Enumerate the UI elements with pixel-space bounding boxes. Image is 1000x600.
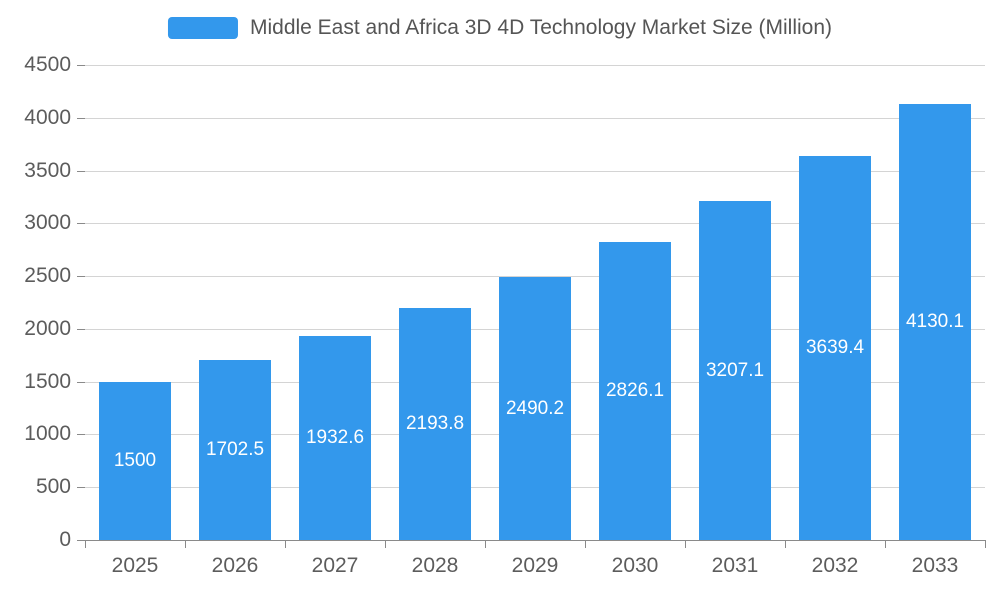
x-axis-tick xyxy=(185,540,186,548)
x-axis-tick-label: 2030 xyxy=(611,554,659,577)
x-axis-tick xyxy=(285,540,286,548)
x-axis-tick-label: 2032 xyxy=(811,554,859,577)
y-axis-tick xyxy=(77,328,85,330)
x-axis-tick-label: 2025 xyxy=(111,554,159,577)
x-axis-tick-label: 2031 xyxy=(711,554,759,577)
bar-2029[interactable] xyxy=(499,277,571,540)
bar-2033[interactable] xyxy=(899,104,971,540)
x-axis-tick-label: 2033 xyxy=(911,554,959,577)
x-axis-tick-label: 2027 xyxy=(311,554,359,577)
x-axis-tick xyxy=(85,540,86,548)
y-gridline xyxy=(85,223,985,225)
y-axis-tick xyxy=(77,170,85,172)
chart-legend[interactable]: Middle East and Africa 3D 4D Technology … xyxy=(167,16,833,40)
bar-2030[interactable] xyxy=(599,241,671,540)
y-axis-tick xyxy=(77,540,85,541)
y-gridline xyxy=(85,65,985,66)
y-axis-tick-label: 0 xyxy=(59,528,71,551)
x-axis-tick xyxy=(985,540,986,548)
x-axis-tick-label: 2029 xyxy=(511,554,559,577)
y-axis-tick xyxy=(77,117,85,119)
x-axis-tick xyxy=(385,540,386,548)
x-axis-tick xyxy=(485,540,486,548)
y-axis-tick-label: 2000 xyxy=(24,316,71,340)
x-axis-tick-label: 2028 xyxy=(411,554,459,577)
y-axis-tick-label: 3500 xyxy=(24,158,71,182)
bar-2031[interactable] xyxy=(699,201,771,540)
bar-2025[interactable] xyxy=(99,381,171,540)
x-axis-tick xyxy=(685,540,686,548)
y-axis-tick-label: 2500 xyxy=(24,264,71,288)
y-axis-tick-label: 1000 xyxy=(24,422,71,446)
y-axis-tick-label: 500 xyxy=(35,475,71,499)
y-gridline xyxy=(85,117,985,119)
y-axis-tick xyxy=(77,487,85,489)
y-axis-tick-label: 4000 xyxy=(24,105,71,129)
bar-2028[interactable] xyxy=(399,308,471,540)
y-axis-tick xyxy=(77,381,85,383)
y-axis-tick xyxy=(77,276,85,278)
x-axis-line xyxy=(85,540,985,541)
y-axis-tick-label: 4500 xyxy=(24,53,71,76)
y-axis-tick xyxy=(77,65,85,66)
y-gridline xyxy=(85,276,985,278)
y-gridline xyxy=(85,170,985,172)
bar-2026[interactable] xyxy=(199,360,271,540)
y-axis-tick xyxy=(77,434,85,436)
y-axis-tick-label: 1500 xyxy=(24,369,71,393)
x-axis-tick xyxy=(585,540,586,548)
bar-2032[interactable] xyxy=(799,155,871,540)
y-axis-tick-label: 3000 xyxy=(24,211,71,235)
y-axis-tick xyxy=(77,223,85,225)
bar-2027[interactable] xyxy=(299,336,371,540)
legend-label: Middle East and Africa 3D 4D Technology … xyxy=(249,16,833,39)
x-axis-tick xyxy=(785,540,786,548)
x-axis-tick-label: 2026 xyxy=(211,554,259,577)
legend-swatch xyxy=(167,17,238,39)
x-axis-tick xyxy=(885,540,886,548)
